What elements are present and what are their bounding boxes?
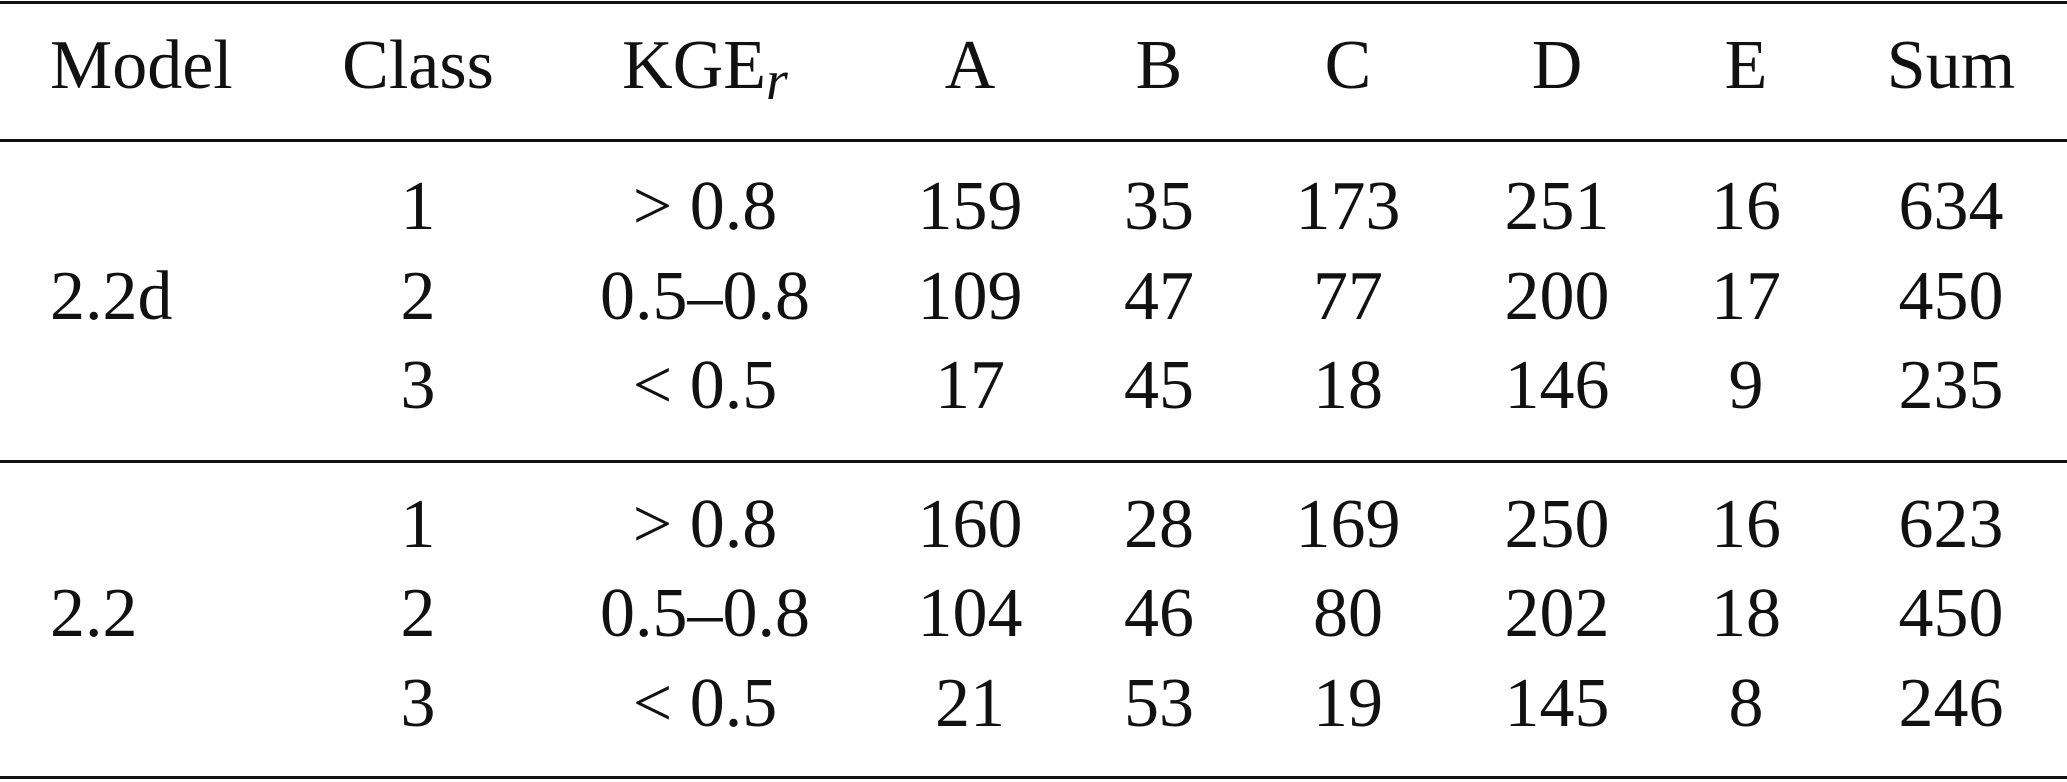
top-rule: [0, 1, 2067, 4]
column-header: A: [944, 27, 996, 104]
header-rule: [0, 139, 2067, 142]
cell: 145: [1504, 665, 1610, 742]
group-rule: [0, 460, 2067, 463]
cell: 251: [1504, 168, 1610, 245]
cell: 0.5–0.8: [600, 258, 810, 335]
cell: 200: [1504, 258, 1610, 335]
column-header: Sum: [1886, 27, 2016, 104]
cell: 18: [1313, 347, 1383, 424]
column-header: B: [1135, 27, 1183, 104]
cell: 146: [1504, 347, 1610, 424]
cell: 450: [1898, 575, 2004, 652]
cell: 16: [1711, 486, 1781, 563]
cell: 246: [1898, 665, 2004, 742]
cell: 159: [917, 168, 1023, 245]
cell: 80: [1313, 575, 1383, 652]
column-header: KGEr: [622, 27, 788, 113]
subscript: r: [766, 50, 788, 113]
model-label: 2.2d: [50, 258, 173, 335]
cell: 17: [935, 347, 1005, 424]
cell: 3: [400, 665, 436, 742]
cell: 634: [1898, 168, 2004, 245]
cell: 202: [1504, 575, 1610, 652]
cell: 21: [935, 665, 1005, 742]
cell: < 0.5: [632, 665, 778, 742]
column-header: C: [1324, 27, 1372, 104]
cell: 45: [1124, 347, 1194, 424]
cell: 53: [1124, 665, 1194, 742]
column-header: Model: [50, 27, 233, 104]
cell: > 0.8: [632, 168, 778, 245]
cell: < 0.5: [632, 347, 778, 424]
cell: 18: [1711, 575, 1781, 652]
column-header: D: [1531, 27, 1583, 104]
cell: 0.5–0.8: [600, 575, 810, 652]
cell: 623: [1898, 486, 2004, 563]
cell: 19: [1313, 665, 1383, 742]
cell: 1: [400, 486, 436, 563]
column-header: Class: [342, 27, 494, 104]
cell: 35: [1124, 168, 1194, 245]
cell: 173: [1295, 168, 1401, 245]
cell: 9: [1728, 347, 1764, 424]
cell: 2: [400, 575, 436, 652]
cell: 77: [1313, 258, 1383, 335]
cell: 104: [917, 575, 1023, 652]
cell: 1: [400, 168, 436, 245]
cell: 47: [1124, 258, 1194, 335]
model-label: 2.2: [50, 575, 138, 652]
cell: 250: [1504, 486, 1610, 563]
cell: 46: [1124, 575, 1194, 652]
cell: 169: [1295, 486, 1401, 563]
cell: 160: [917, 486, 1023, 563]
cell: 16: [1711, 168, 1781, 245]
column-header: E: [1724, 27, 1768, 104]
cell: 109: [917, 258, 1023, 335]
cell: 2: [400, 258, 436, 335]
cell: 235: [1898, 347, 2004, 424]
cell: 8: [1728, 665, 1764, 742]
cell: 17: [1711, 258, 1781, 335]
cell: 28: [1124, 486, 1194, 563]
bottom-rule: [0, 776, 2067, 779]
cell: 3: [400, 347, 436, 424]
cell: 450: [1898, 258, 2004, 335]
cell: > 0.8: [632, 486, 778, 563]
